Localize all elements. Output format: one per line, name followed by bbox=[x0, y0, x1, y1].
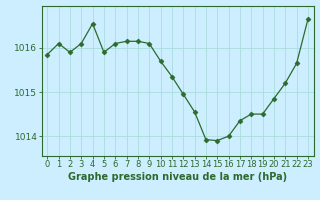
X-axis label: Graphe pression niveau de la mer (hPa): Graphe pression niveau de la mer (hPa) bbox=[68, 172, 287, 182]
